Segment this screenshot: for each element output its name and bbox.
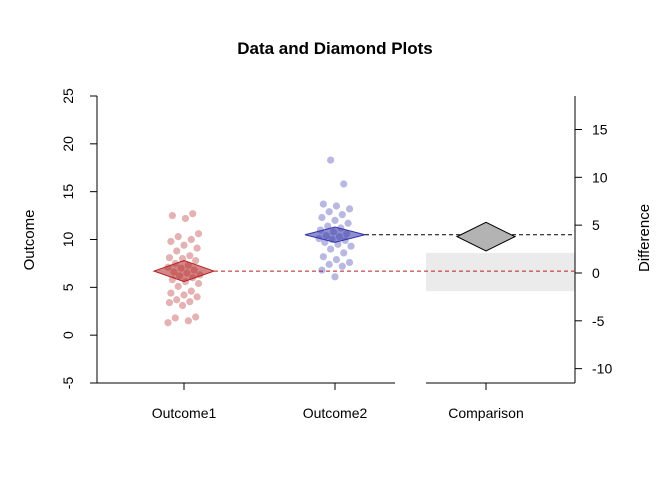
data-point: [186, 252, 194, 260]
data-point: [319, 200, 327, 208]
y2-tick-label: -5: [592, 313, 605, 329]
x-tick-label: Outcome1: [152, 405, 217, 421]
data-point: [325, 208, 333, 216]
data-point: [187, 287, 195, 295]
data-point: [327, 156, 335, 164]
y2-tick-label: -10: [592, 361, 612, 377]
data-point: [331, 216, 339, 224]
data-point: [192, 313, 200, 321]
data-point: [178, 301, 187, 310]
data-point: [173, 247, 181, 255]
data-point: [318, 266, 326, 274]
y-axis-label: Outcome: [21, 210, 38, 271]
comparison-band: [426, 252, 575, 292]
data-point: [181, 214, 190, 223]
x-tick-label: Outcome2: [303, 405, 368, 421]
data-point: [331, 273, 339, 281]
data-point: [184, 317, 192, 325]
y-tick-label: 20: [60, 136, 76, 152]
data-point: [174, 282, 182, 290]
data-point: [165, 254, 174, 262]
comparison-diamond: [455, 221, 517, 252]
data-point: [164, 319, 172, 327]
data-point: [340, 249, 348, 257]
data-point: [194, 230, 203, 238]
y-tick-label: 25: [60, 88, 76, 104]
y2-tick-label: 15: [592, 121, 608, 137]
y-tick-label: 5: [60, 283, 76, 291]
data-point: [193, 293, 201, 301]
data-point: [338, 211, 346, 219]
data-point: [345, 258, 354, 267]
mean-diamond: [304, 226, 366, 243]
chart-title: Data and Diamond Plots: [237, 39, 433, 58]
data-point: [180, 291, 188, 299]
y2-tick-label: 10: [592, 169, 608, 185]
data-point: [194, 279, 203, 288]
data-point: [319, 253, 327, 261]
data-point: [165, 299, 174, 307]
data-point: [171, 314, 179, 322]
data-point: [167, 289, 175, 297]
data-point: [345, 205, 354, 213]
data-point: [325, 260, 333, 268]
data-point: [186, 298, 194, 306]
data-point: [332, 255, 341, 264]
mean-diamond: [152, 260, 216, 283]
data-point: [332, 202, 341, 210]
y2-tick-label: 5: [592, 217, 600, 233]
y-tick-label: 15: [60, 184, 76, 200]
data-point: [347, 242, 355, 250]
data-point: [318, 213, 326, 222]
y-tick-label: -5: [60, 377, 76, 390]
data-point: [167, 237, 175, 246]
data-point: [173, 296, 181, 304]
data-point: [340, 180, 348, 188]
data-point: [192, 256, 200, 265]
data-point: [344, 219, 352, 227]
y2-axis-label: Difference: [636, 204, 653, 272]
x-tick-label: Comparison: [448, 405, 523, 421]
data-point: [187, 235, 195, 244]
y-tick-label: 10: [60, 232, 76, 248]
data-point: [189, 210, 197, 218]
data-point: [327, 245, 335, 253]
data-point: [324, 222, 332, 230]
plot-layer: -5 0 5 10 15 20 25 -10 -5 0 5 10 15 Outcome1 Outcome2 C…: [60, 88, 612, 421]
data-point: [193, 244, 201, 252]
y2-tick-label: 0: [592, 265, 600, 281]
data-point: [180, 241, 188, 249]
data-point: [338, 262, 346, 270]
data-point: [168, 211, 176, 220]
y-tick-label: 0: [60, 331, 76, 339]
data-point: [174, 233, 182, 241]
